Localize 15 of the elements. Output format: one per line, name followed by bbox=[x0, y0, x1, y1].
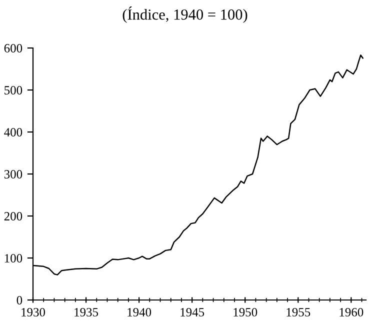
x-tick-label: 1930 bbox=[22, 308, 46, 316]
x-tick-label: 1950 bbox=[234, 308, 258, 316]
x-tick-label: 1940 bbox=[128, 308, 152, 316]
y-tick-label: 100 bbox=[4, 254, 22, 262]
x-tick-label: 1960 bbox=[340, 308, 364, 316]
y-tick-label: 600 bbox=[4, 44, 22, 52]
y-tick-label: 300 bbox=[4, 170, 22, 178]
y-tick-label: 500 bbox=[4, 86, 22, 94]
x-tick-label: 1955 bbox=[286, 308, 310, 316]
x-tick-label: 1935 bbox=[74, 308, 98, 316]
y-tick-label: 200 bbox=[4, 212, 22, 220]
y-tick-label: 400 bbox=[4, 128, 22, 136]
x-tick-label: 1945 bbox=[180, 308, 204, 316]
chart-title: (Índice, 1940 = 100) bbox=[122, 6, 248, 23]
y-tick-label: 0 bbox=[16, 296, 22, 304]
